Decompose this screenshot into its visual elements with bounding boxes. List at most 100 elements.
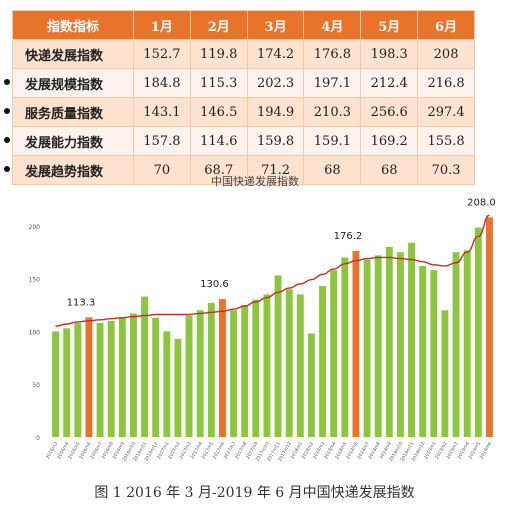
index-table: 指数指标 1月 2月 3月 4月 5月 6月 快递发展指数 152.7 119.8 174.2 17… xyxy=(4,10,475,185)
bar xyxy=(463,250,471,437)
bullet-icon xyxy=(4,79,10,85)
table-cell: 159.1 xyxy=(303,126,362,156)
table-cell: 146.5 xyxy=(189,97,248,127)
bar xyxy=(430,270,438,437)
express-index-chart: 0 50 100 150 200 250 中国快递发展指数 2016m32016m4201… xyxy=(29,171,496,463)
y-tick-label: 150 xyxy=(29,277,41,284)
bullet-icon xyxy=(4,137,10,143)
bar xyxy=(319,285,327,437)
table-cell: 115.3 xyxy=(189,68,248,98)
bar xyxy=(241,305,249,437)
table-row: 快递发展指数 152.7 119.8 174.2 176.8 198.3 208 xyxy=(12,39,475,69)
table-body: 快递发展指数 152.7 119.8 174.2 176.8 198.3 208 发展规模指数… xyxy=(4,39,475,185)
bar xyxy=(107,320,115,437)
bar xyxy=(207,302,215,437)
table-header-month: 6月 xyxy=(417,10,475,40)
table-cell: 174.2 xyxy=(246,39,305,69)
table-header-indicator: 指数指标 xyxy=(12,10,134,40)
table-header-month: 5月 xyxy=(360,10,419,40)
bar xyxy=(263,294,271,437)
bar xyxy=(341,257,349,437)
bar xyxy=(74,322,82,437)
bar xyxy=(374,255,382,437)
data-label: 113.3 xyxy=(67,297,96,308)
bullet-icon xyxy=(4,166,10,172)
table-cell: 208 xyxy=(417,39,475,69)
table-row: 发展规模指数 184.8 115.3 202.3 197.1 212.4 216.8 xyxy=(4,68,475,98)
bar xyxy=(218,299,226,437)
bar xyxy=(252,299,260,437)
bar xyxy=(163,331,171,437)
table-cell: 155.8 xyxy=(417,126,475,156)
bar xyxy=(419,265,427,437)
bar xyxy=(196,310,204,437)
table-header-month: 2月 xyxy=(189,10,248,40)
row-label: 发展能力指数 xyxy=(4,126,134,156)
table-row: 发展能力指数 157.8 114.6 159.8 159.1 169.2 155.8 xyxy=(4,126,475,156)
data-label: 130.6 xyxy=(200,279,229,290)
table-header-month: 3月 xyxy=(246,10,305,40)
row-label: 发展规模指数 xyxy=(4,68,134,98)
bar xyxy=(230,310,238,437)
row-label: 快递发展指数 xyxy=(12,39,134,69)
bar xyxy=(485,217,493,437)
bullet-icon xyxy=(4,108,10,114)
data-label: 176.2 xyxy=(334,231,363,242)
bar xyxy=(185,315,193,437)
trend-line xyxy=(55,214,490,327)
table-cell: 297.4 xyxy=(417,97,475,127)
table-cell: 68 xyxy=(303,155,362,185)
bars xyxy=(52,217,493,437)
bar xyxy=(441,310,449,437)
bar xyxy=(285,289,293,437)
bar xyxy=(408,242,416,437)
table-cell: 169.2 xyxy=(360,126,419,156)
y-tick-label: 50 xyxy=(32,382,40,389)
annotations: 113.3 130.6 176.2 208.0 xyxy=(67,197,496,308)
bar xyxy=(118,317,126,437)
table-cell: 194.9 xyxy=(246,97,305,127)
table-cell: 159.8 xyxy=(246,126,305,156)
table-header-month: 4月 xyxy=(303,10,362,40)
table-cell: 152.7 xyxy=(133,39,191,69)
table-cell: 197.1 xyxy=(303,68,362,98)
table-cell: 114.6 xyxy=(189,126,248,156)
table-cell: 119.8 xyxy=(189,39,248,69)
table-cell: 143.1 xyxy=(133,97,191,127)
table-cell: 70 xyxy=(133,155,191,185)
table-cell: 202.3 xyxy=(246,68,305,98)
y-axis: 0 50 100 150 200 250 xyxy=(29,171,41,442)
table-cell: 184.8 xyxy=(133,68,191,98)
table-cell: 157.8 xyxy=(133,126,191,156)
row-label: 发展趋势指数 xyxy=(4,155,134,185)
index-table-wrap: 指数指标 1月 2月 3月 4月 5月 6月 快递发展指数 152.7 119.8 174.2 17… xyxy=(4,10,475,185)
bar xyxy=(129,313,137,437)
table-cell: 70.3 xyxy=(417,155,475,185)
table-cell: 68 xyxy=(360,155,419,185)
table-cell: 198.3 xyxy=(360,39,419,69)
y-tick-label: 200 xyxy=(29,224,41,231)
row-label: 服务质量指数 xyxy=(4,97,134,127)
bar xyxy=(52,331,60,437)
table-row: 服务质量指数 143.1 146.5 194.9 210.3 256.6 297.4 xyxy=(4,97,475,127)
data-label: 208.0 xyxy=(467,197,496,208)
bar xyxy=(85,317,93,437)
bar xyxy=(174,338,182,437)
y-tick-label: 0 xyxy=(36,435,40,442)
bar xyxy=(96,322,104,437)
table-cell: 176.8 xyxy=(303,39,362,69)
bar xyxy=(352,250,360,437)
bar xyxy=(363,259,371,437)
table-row: 发展趋势指数 70 68.7 71.2 68 68 70.3 xyxy=(4,155,475,185)
chart-title: 中国快递发展指数 xyxy=(211,174,299,188)
figure-caption: 图 1 2016 年 3 月-2019 年 6 月中国快递发展指数 xyxy=(94,485,415,501)
table-header-month: 1月 xyxy=(133,10,191,40)
bar xyxy=(63,328,71,437)
bar xyxy=(152,317,160,437)
table-cell: 212.4 xyxy=(360,68,419,98)
bar xyxy=(385,246,393,437)
bar xyxy=(474,227,482,437)
x-tick-labels: 2016m32016m42016m52016m62016m72016m82016… xyxy=(45,441,493,463)
table-cell: 256.6 xyxy=(360,97,419,127)
bar xyxy=(274,275,282,437)
